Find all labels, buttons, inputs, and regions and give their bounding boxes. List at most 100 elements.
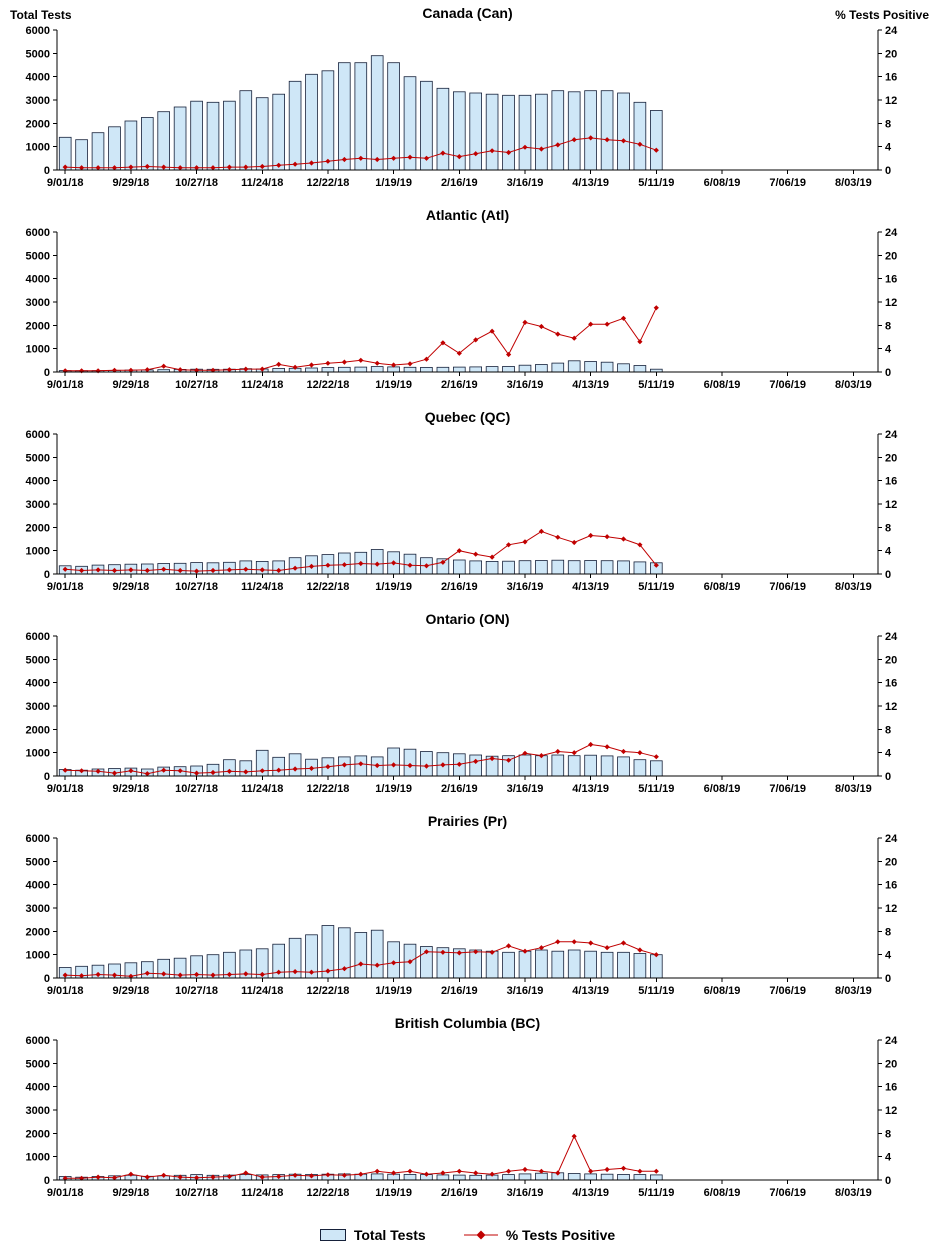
x-axis-tick-label: 7/06/19 [769, 379, 806, 391]
pct-positive-point [194, 1175, 200, 1181]
x-axis-tick-label: 8/03/19 [835, 379, 872, 391]
pct-positive-point [161, 363, 167, 369]
x-axis-tick-label: 7/06/19 [769, 985, 806, 997]
right-axis-tick-label: 24 [885, 25, 898, 37]
pct-positive-point [489, 755, 495, 762]
total-tests-bar [370, 366, 384, 373]
right-axis-tick-label: 12 [885, 903, 897, 915]
pct-positive-point [506, 943, 512, 949]
pct-positive-point [111, 1175, 118, 1181]
total-tests-bar [617, 363, 630, 373]
x-axis-tick-label: 7/06/19 [769, 581, 806, 593]
pct-positive-point [538, 528, 544, 534]
chart-block-british-columbia: British Columbia (BC) 0 1000 2000 3000 4000 5… [0, 1012, 935, 1214]
pct-positive-point [144, 367, 150, 373]
pct-positive-point [440, 762, 446, 768]
pct-positive-point [358, 560, 364, 567]
total-tests-bar [272, 756, 285, 777]
chart-plot-canada: 0 1000 2000 3000 4000 5000 6000 0 4 8 12 16 20 24 9/01… [26, 25, 899, 189]
right-axis-tick-label: 16 [885, 1082, 897, 1094]
total-tests-bar [387, 62, 400, 171]
pct-positive-point [210, 769, 216, 776]
x-axis-tick-label: 11/24/18 [241, 783, 283, 795]
pct-positive-point [111, 165, 118, 171]
right-axis-tick-label: 8 [885, 1128, 891, 1140]
total-tests-bar [633, 101, 647, 171]
total-tests-bar [650, 760, 663, 777]
total-tests-bar [321, 367, 335, 373]
left-axis-tick-label: 6000 [26, 833, 50, 845]
pct-positive-point [243, 164, 249, 170]
total-tests-bar [567, 949, 581, 979]
pct-positive-point [571, 750, 577, 756]
total-tests-bar [403, 366, 417, 373]
total-tests-bar [485, 93, 499, 171]
pct-positive-point [653, 952, 659, 958]
pct-positive-point [62, 368, 68, 374]
pct-positive-point [571, 539, 577, 546]
pct-positive-point [604, 945, 610, 951]
total-tests-bar [485, 950, 499, 979]
right-axis-title: % Tests Positive [835, 8, 929, 22]
total-tests-bar [502, 560, 515, 575]
right-axis-tick-label: 12 [885, 95, 897, 107]
pct-positive-point [473, 1170, 479, 1176]
x-axis-tick-label: 6/08/19 [704, 783, 741, 795]
left-axis-tick-label: 1000 [26, 748, 50, 760]
pct-positive-point [128, 164, 134, 170]
pct-positive-point [111, 567, 118, 574]
pct-positive-point [588, 940, 594, 946]
right-axis-tick-label: 4 [885, 142, 892, 154]
x-axis-tick-label: 6/08/19 [704, 1187, 741, 1199]
x-axis-tick-label: 9/01/18 [47, 1187, 84, 1199]
chart-title: Prairies (Pr) [427, 813, 508, 829]
pct-positive-point [341, 762, 347, 768]
total-tests-bar [650, 110, 663, 171]
pct-positive-point [407, 562, 413, 568]
x-axis-tick-label: 1/19/19 [375, 1187, 412, 1199]
x-axis-tick-label: 9/29/18 [113, 177, 150, 189]
left-axis-tick-label: 4000 [26, 72, 50, 84]
pct-positive-point [506, 149, 512, 156]
right-axis-tick-label: 12 [885, 1105, 897, 1117]
pct-positive-point [292, 161, 298, 167]
legend: Total Tests % Tests Positive [0, 1214, 935, 1255]
pct-positive-point [637, 947, 643, 953]
right-axis-tick-label: 4 [885, 1152, 892, 1164]
total-tests-bar [502, 365, 515, 373]
total-tests-bar [370, 55, 384, 171]
pct-positive-point [423, 563, 430, 569]
total-tests-bar [567, 91, 581, 171]
pct-positive-point [292, 766, 298, 772]
left-axis-tick-label: 3000 [26, 903, 50, 915]
chart-title: Quebec (QC) [424, 409, 511, 425]
left-axis-tick-label: 0 [44, 1175, 50, 1187]
x-axis-tick-label: 9/29/18 [113, 783, 150, 795]
pct-positive-point [391, 762, 397, 768]
total-tests-bar [535, 364, 548, 373]
pct-positive-point [144, 1174, 150, 1180]
left-axis-tick-label: 1000 [26, 546, 50, 558]
left-axis-tick-label: 2000 [26, 522, 50, 534]
pct-positive-point [588, 741, 594, 748]
total-tests-bar [518, 364, 532, 373]
left-axis-tick-label: 6000 [26, 429, 50, 441]
total-tests-bar [617, 92, 630, 171]
x-axis-tick-label: 8/03/19 [835, 581, 872, 593]
pct-positive-point [259, 971, 265, 978]
pct-positive-point [259, 366, 265, 372]
x-axis-tick-label: 11/24/18 [241, 177, 283, 189]
x-axis-tick-label: 12/22/18 [307, 177, 350, 189]
pct-positive-point [308, 362, 315, 368]
pct-positive-point [95, 368, 101, 374]
pct-positive-point [456, 350, 462, 356]
pct-positive-point [473, 949, 479, 955]
total-tests-bar [551, 559, 565, 575]
pct-positive-point [538, 1168, 544, 1174]
pct-positive-point [522, 144, 528, 150]
pct-positive-point [653, 1168, 659, 1174]
pct-positive-point [604, 137, 610, 143]
x-axis-tick-label: 3/16/19 [507, 985, 544, 997]
total-tests-bar [551, 754, 565, 777]
